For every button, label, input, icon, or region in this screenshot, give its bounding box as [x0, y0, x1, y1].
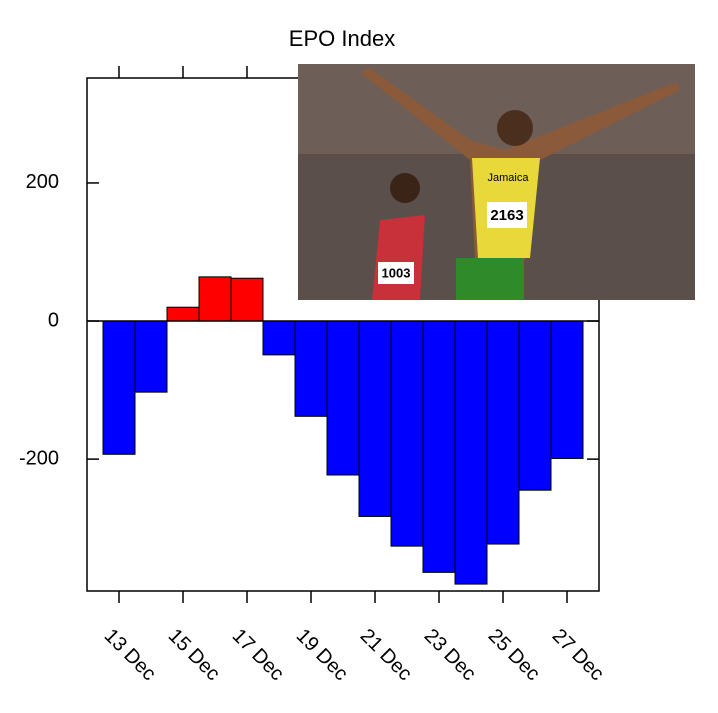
chart-title: EPO Index	[289, 26, 395, 51]
x-tick-label: 13 Dec	[100, 625, 160, 685]
bar	[134, 320, 168, 393]
photo-text: 2163	[490, 207, 523, 224]
bar	[390, 320, 424, 547]
x-tick-label: 25 Dec	[484, 625, 544, 685]
bar	[550, 320, 584, 459]
bar	[198, 276, 232, 322]
y-tick-label: 0	[48, 309, 59, 331]
photo-head	[497, 110, 533, 146]
bar	[230, 277, 264, 322]
x-tick-label: 15 Dec	[164, 625, 224, 685]
y-tick-label: -200	[19, 447, 59, 469]
bar	[102, 320, 136, 455]
photo-bib	[487, 202, 527, 228]
x-tick-label: 27 Dec	[548, 625, 608, 685]
bar	[326, 320, 360, 476]
y-tick-label: 200	[26, 171, 59, 193]
bar	[358, 320, 392, 517]
photo-text: 1003	[382, 265, 411, 280]
x-tick-label: 17 Dec	[228, 625, 288, 685]
bar	[454, 320, 488, 585]
photo-text: Jamaica	[488, 172, 530, 184]
bar	[486, 320, 520, 545]
x-tick-label: 23 Dec	[420, 625, 480, 685]
photo-runner	[372, 215, 425, 300]
bar	[262, 320, 296, 356]
photo-head	[390, 173, 420, 203]
photo-bib	[378, 262, 414, 284]
photo-shorts	[456, 258, 524, 300]
bar	[294, 320, 328, 417]
bar	[422, 320, 456, 573]
x-tick-label: 19 Dec	[292, 625, 352, 685]
bar	[518, 320, 552, 491]
x-tick-label: 21 Dec	[356, 625, 416, 685]
photo: Jamaica 2163 1003	[298, 64, 695, 300]
bar	[166, 306, 200, 322]
